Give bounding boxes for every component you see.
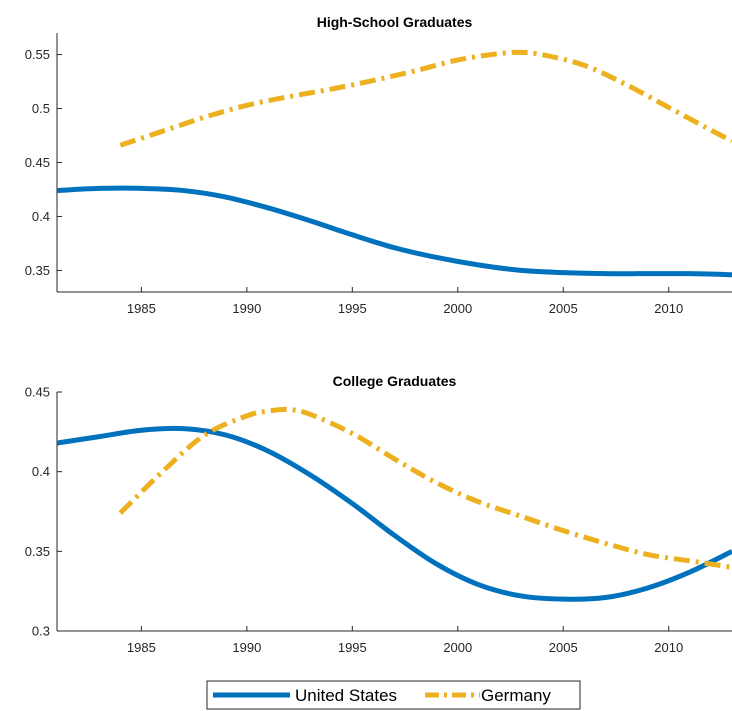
high-school-graduates-x-tick-label: 1985 [127,301,156,316]
college-graduates-x-tick-label: 2000 [443,640,472,655]
college-graduates-x-tick-label: 2005 [549,640,578,655]
college-graduates-y-tick-label: 0.4 [32,464,50,479]
high-school-graduates-panel: High-School Graduates 0.35 0.4 0.45 0.5 0.55 1… [25,14,732,316]
high-school-graduates-y-tick-label: 0.45 [25,155,50,170]
high-school-graduates-x-tick-label: 1990 [232,301,261,316]
high-school-graduates-series-united-states-line [57,185,732,278]
high-school-graduates-y-tick-label: 0.5 [32,101,50,116]
high-school-graduates-series-germany-line [119,49,732,148]
high-school-graduates-x-tick-label: 2000 [443,301,472,316]
high-school-graduates-x-tick-label: 1995 [338,301,367,316]
college-graduates-y-tick-label: 0.3 [32,624,50,639]
college-graduates-series-united-states-line [57,425,732,602]
high-school-graduates-y-tick-label: 0.55 [25,47,50,62]
college-graduates-x-tick-label: 1990 [232,640,261,655]
high-school-graduates-title: High-School Graduates [317,14,473,30]
college-graduates-y-tick-label: 0.45 [25,385,50,400]
high-school-graduates-x-tick-label: 2005 [549,301,578,316]
college-graduates-series-germany-line [118,406,732,570]
high-school-graduates-x-tick-label: 2010 [654,301,683,316]
college-graduates-x-tick-label: 1985 [127,640,156,655]
college-graduates-title: College Graduates [333,373,457,389]
college-graduates-y-tick-label: 0.35 [25,544,50,559]
high-school-graduates-y-tick-label: 0.35 [25,263,50,278]
college-graduates-x-tick-label: 2010 [654,640,683,655]
legend: United States Germany [206,680,581,710]
legend-label-germany: Germany [481,686,551,705]
high-school-graduates-y-tick-label: 0.4 [32,209,50,224]
college-graduates-x-tick-label: 1995 [338,640,367,655]
legend-label-united-states: United States [295,686,397,705]
college-graduates-panel: College Graduates 0.3 0.35 0.4 0.45 1985 1990 1… [25,373,732,655]
